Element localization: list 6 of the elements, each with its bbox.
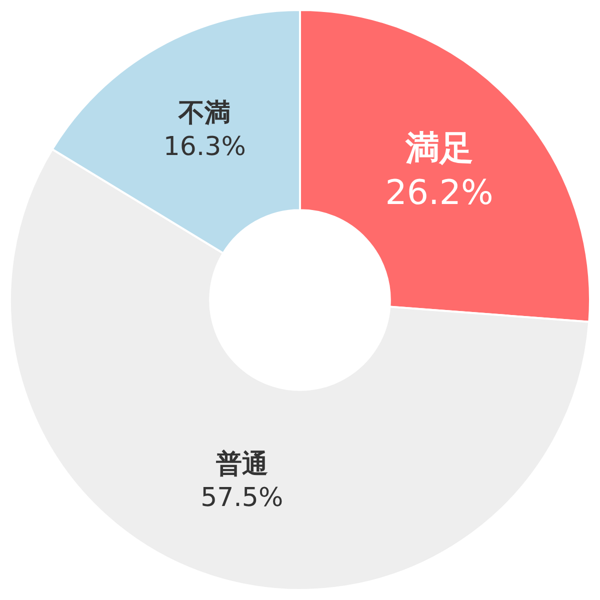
data-label: 57.5% — [200, 483, 284, 514]
slice-label: 不満 — [178, 98, 231, 128]
data-label: 26.2% — [385, 172, 494, 213]
slice-label: 満足 — [404, 128, 474, 169]
slice-label: 普通 — [214, 448, 268, 480]
data-label: 16.3% — [163, 132, 246, 162]
